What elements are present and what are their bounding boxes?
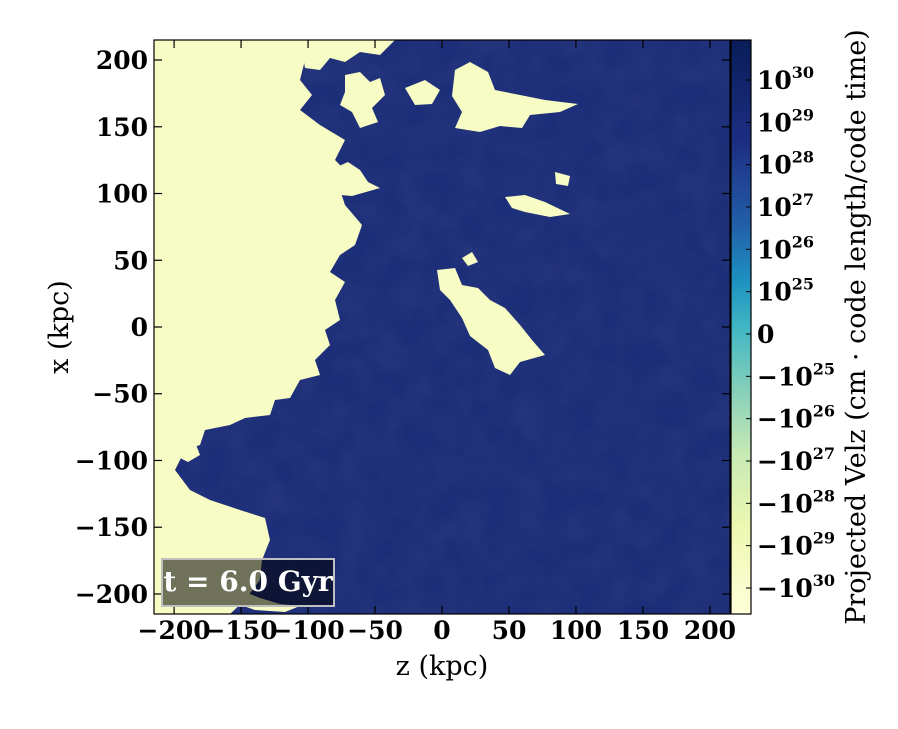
negative-island (437, 268, 545, 375)
x-tick-label: 150 (617, 616, 669, 645)
colorbar-tick-label: −1026 (757, 402, 835, 434)
heatmap-plot (154, 40, 730, 614)
colorbar-tick-label: 1029 (757, 105, 814, 137)
colorbar-tick-label: −1027 (757, 444, 835, 476)
colorbar-tick-label: −1028 (757, 486, 835, 518)
negative-island (300, 162, 380, 198)
y-axis-label: x (kpc) (44, 280, 75, 374)
y-tick-label: 50 (113, 246, 148, 275)
x-tick-label: −100 (271, 616, 344, 645)
negative-island (555, 172, 570, 186)
x-tick-label: −150 (204, 616, 277, 645)
colorbar-tick-label: 1028 (757, 148, 814, 180)
negative-island (462, 252, 478, 266)
negative-island (405, 80, 440, 105)
colorbar-tick-label: 1027 (757, 190, 814, 222)
x-tick-label: 100 (550, 616, 602, 645)
time-annotation-box (161, 558, 335, 607)
x-tick-label: 200 (684, 616, 736, 645)
y-tick-label: −50 (92, 380, 148, 409)
colorbar-label: Projected Velz (cm · code length/code ti… (841, 29, 872, 625)
colorbar-ticks: 1030 1029 1028 1027 1026 1025 0 −1025 −1026 −1027… (746, 63, 835, 603)
negative-island (505, 195, 570, 217)
y-tick-label: 200 (96, 46, 148, 75)
y-tick-label: −150 (75, 513, 148, 542)
negative-island (340, 72, 385, 128)
colorbar-tick-label: 1030 (757, 63, 814, 95)
x-ticks: −200−150−100 −50 0 50 100 150 200 (138, 40, 736, 645)
y-tick-label: 100 (96, 180, 148, 209)
time-annotation-text: t = 6.0 Gyr (163, 565, 334, 598)
colorbar (730, 39, 752, 615)
y-tick-label: 150 (96, 113, 148, 142)
x-tick-label: −50 (347, 616, 403, 645)
negative-island (300, 40, 395, 70)
y-ticks: −200 −150 −100 −50 0 50 100 150 200 (75, 46, 730, 609)
time-annotation: t = 6.0 Gyr (161, 558, 335, 607)
x-tick-label: 50 (492, 616, 527, 645)
colorbar-tick-label: −1030 (757, 571, 835, 603)
y-tick-label: 0 (131, 313, 148, 342)
colorbar-tick-label: 1025 (757, 275, 814, 307)
negative-island (452, 62, 578, 132)
negative-island (175, 440, 200, 462)
colorbar-tick-label: −1025 (757, 359, 835, 391)
y-tick-label: −100 (75, 446, 148, 475)
x-axis-label: z (kpc) (396, 651, 489, 682)
x-tick-label: 0 (433, 616, 450, 645)
colorbar-tick-label: 0 (757, 320, 774, 349)
y-tick-label: −200 (75, 580, 148, 609)
colorbar-tick-label: 1026 (757, 232, 814, 264)
x-tick-label: −200 (138, 616, 211, 645)
colorbar-tick-label: −1029 (757, 529, 835, 561)
